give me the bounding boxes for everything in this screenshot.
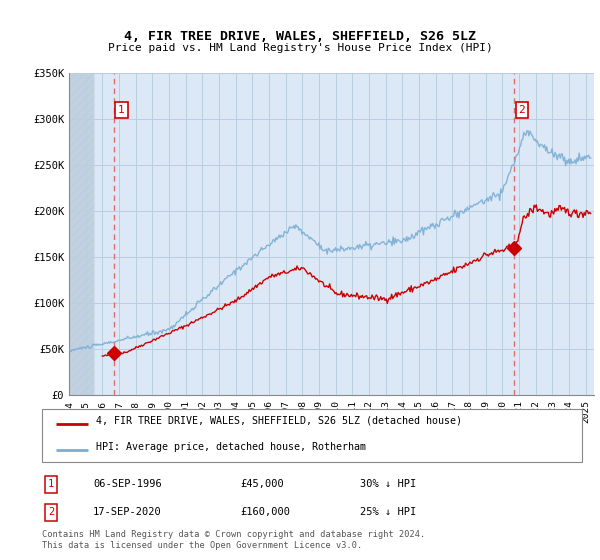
Text: 2: 2 [48, 507, 54, 517]
Text: 1: 1 [48, 479, 54, 489]
Text: 17-SEP-2020: 17-SEP-2020 [93, 507, 162, 517]
Text: 30% ↓ HPI: 30% ↓ HPI [360, 479, 416, 489]
Text: £45,000: £45,000 [240, 479, 284, 489]
Text: This data is licensed under the Open Government Licence v3.0.: This data is licensed under the Open Gov… [42, 541, 362, 550]
Text: 1: 1 [118, 105, 125, 115]
Text: 25% ↓ HPI: 25% ↓ HPI [360, 507, 416, 517]
Text: HPI: Average price, detached house, Rotherham: HPI: Average price, detached house, Roth… [96, 442, 366, 452]
Text: £160,000: £160,000 [240, 507, 290, 517]
Text: 2: 2 [518, 105, 525, 115]
Bar [69, 73, 94, 395]
Text: 4, FIR TREE DRIVE, WALES, SHEFFIELD, S26 5LZ: 4, FIR TREE DRIVE, WALES, SHEFFIELD, S26… [124, 30, 476, 43]
FancyBboxPatch shape [42, 409, 582, 462]
Bar [69, 73, 94, 395]
Text: 06-SEP-1996: 06-SEP-1996 [93, 479, 162, 489]
Text: Price paid vs. HM Land Registry's House Price Index (HPI): Price paid vs. HM Land Registry's House … [107, 43, 493, 53]
Text: Contains HM Land Registry data © Crown copyright and database right 2024.: Contains HM Land Registry data © Crown c… [42, 530, 425, 539]
Text: 4, FIR TREE DRIVE, WALES, SHEFFIELD, S26 5LZ (detached house): 4, FIR TREE DRIVE, WALES, SHEFFIELD, S26… [96, 416, 462, 426]
